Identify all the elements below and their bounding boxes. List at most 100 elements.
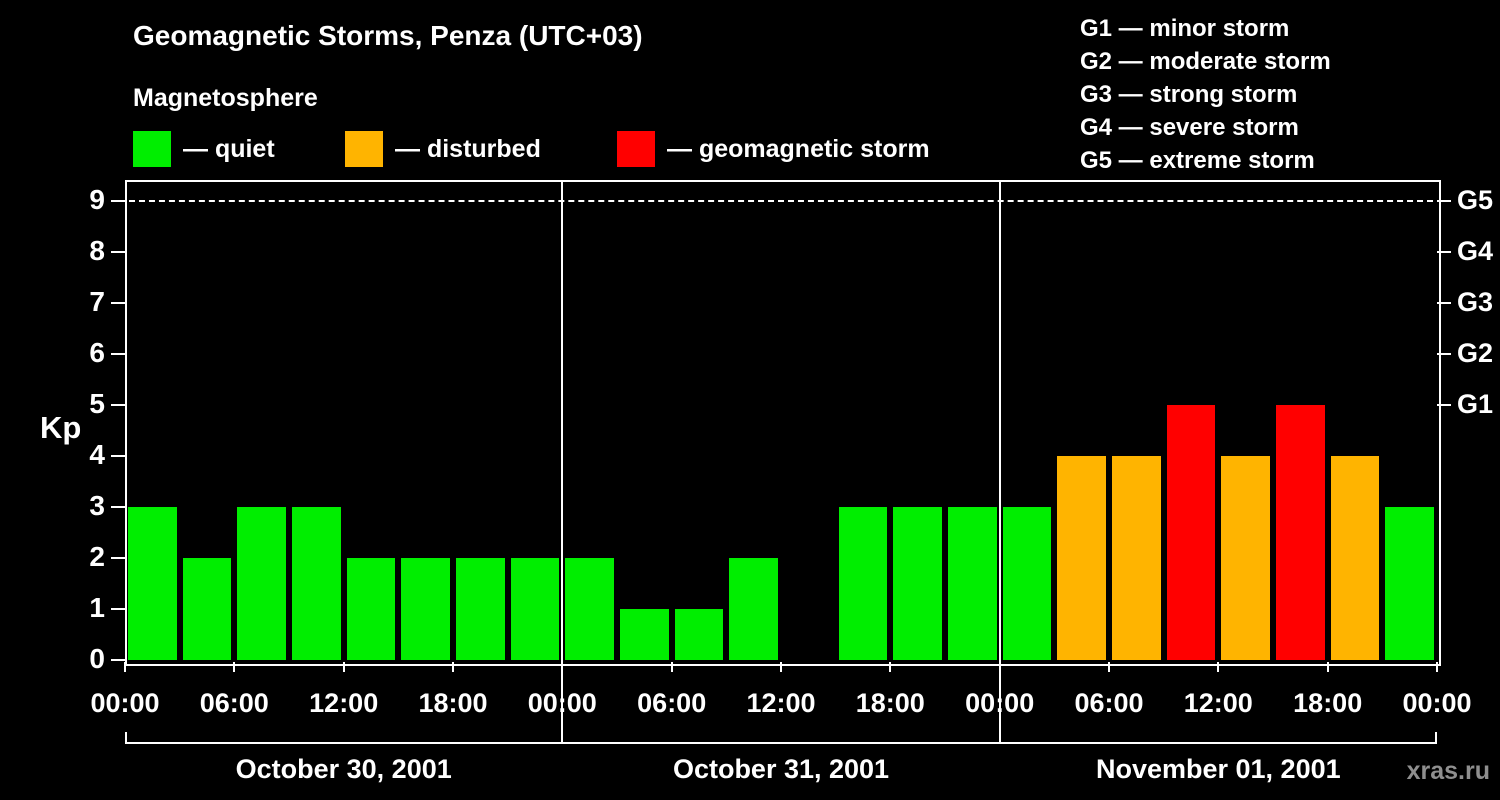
x-axis-label: 00:00 — [1402, 688, 1472, 718]
kp-bar — [237, 507, 286, 660]
chart-title: Geomagnetic Storms, Penza (UTC+03) — [133, 20, 643, 51]
y-axis-label: 3 — [89, 490, 105, 521]
y-axis-tick — [111, 557, 125, 559]
right-axis-tick — [1437, 302, 1451, 304]
watermark: xras.ru — [1406, 757, 1490, 785]
disturbed-swatch-icon — [345, 131, 383, 167]
y-axis-tick — [111, 404, 125, 406]
kp-bar — [838, 507, 888, 660]
x-axis-tick — [780, 662, 782, 672]
x-axis-tick — [1326, 662, 1329, 672]
kp-bar — [1002, 507, 1052, 660]
kp-bar — [456, 558, 505, 660]
kp-bar — [948, 507, 997, 660]
y-axis-label: 7 — [89, 286, 105, 317]
y-axis-tick — [111, 200, 125, 202]
storm-swatch-icon — [617, 131, 655, 167]
kp-bar — [401, 558, 450, 660]
kp-bar — [893, 507, 942, 660]
y-axis-tick — [111, 353, 125, 355]
storm-scale-g2: G2 — moderate storm — [1080, 48, 1331, 75]
x-axis-label: 12:00 — [746, 688, 816, 718]
legend-item-storm: — geomagnetic storm — [617, 130, 930, 168]
storm-scale-legend: G1 — minor storm G2 — moderate storm G3 … — [1080, 12, 1331, 177]
x-axis-label: 06:00 — [637, 688, 707, 718]
date-axis-end-tick — [1435, 732, 1437, 742]
x-axis-label: 18:00 — [1293, 688, 1363, 718]
kp-bar — [510, 558, 560, 660]
storm-scale-g5: G5 — extreme storm — [1080, 147, 1315, 174]
kp-bar — [1112, 456, 1161, 660]
date-axis-end-tick — [125, 732, 127, 742]
right-axis-tick — [1437, 251, 1451, 253]
g-axis-label: G1 — [1457, 389, 1494, 419]
x-axis-tick — [1436, 662, 1438, 672]
disturbed-label: — disturbed — [395, 134, 541, 163]
y-axis-label: 9 — [89, 184, 105, 215]
x-axis-label: 18:00 — [855, 688, 925, 718]
kp-bar — [565, 558, 614, 660]
g-axis-label: G3 — [1457, 287, 1494, 317]
date-label: November 01, 2001 — [1095, 754, 1341, 784]
kp-bar — [182, 558, 232, 660]
plot-frame — [125, 180, 1441, 666]
kp-bar — [674, 609, 724, 660]
kp-bar — [1057, 456, 1106, 660]
x-axis-tick — [124, 662, 126, 672]
storm-scale-g3: G3 — strong storm — [1080, 81, 1298, 108]
x-axis-label: 12:00 — [309, 688, 379, 718]
y-axis-label: 6 — [89, 337, 105, 368]
x-axis-tick — [1217, 662, 1220, 672]
date-axis-line — [125, 742, 1437, 744]
y-axis-label: 0 — [89, 643, 105, 674]
kp-bar — [1166, 405, 1216, 660]
y-axis-tick — [111, 455, 125, 457]
g-axis-label: G5 — [1457, 185, 1494, 215]
day-separator — [561, 180, 564, 742]
storm-scale-g4: G4 — severe storm — [1080, 114, 1299, 141]
y-axis-label: 2 — [89, 541, 105, 572]
storm-scale-g1: G1 — minor storm — [1080, 15, 1290, 42]
date-label: October 31, 2001 — [672, 754, 890, 784]
kp-bar — [729, 558, 778, 660]
y-axis-label: 4 — [89, 439, 105, 470]
x-axis-label: 00:00 — [90, 688, 160, 718]
quiet-swatch-icon — [133, 131, 171, 167]
y-axis-label: 5 — [89, 388, 105, 419]
right-axis-tick — [1437, 404, 1451, 406]
kp-bar — [1221, 456, 1270, 660]
right-axis-tick — [1437, 353, 1451, 355]
x-axis-tick — [452, 662, 454, 672]
kp-bar — [128, 507, 177, 660]
y-axis-tick — [111, 608, 125, 610]
x-axis-label: 06:00 — [1074, 688, 1144, 718]
kp-bar — [1276, 405, 1325, 660]
magnetosphere-label: Magnetosphere — [133, 84, 318, 112]
x-axis-tick — [233, 662, 236, 672]
kp-bar — [1330, 456, 1380, 660]
kp-bar — [1385, 507, 1434, 660]
kp-bar — [346, 558, 396, 660]
legend-item-quiet: — quiet — [133, 130, 275, 168]
x-axis-label: 18:00 — [418, 688, 488, 718]
g-axis-label: G2 — [1457, 338, 1494, 368]
quiet-label: — quiet — [183, 134, 275, 163]
day-separator — [998, 180, 1001, 742]
x-axis-tick — [1108, 662, 1110, 672]
right-axis-tick — [1437, 200, 1451, 202]
date-label: October 30, 2001 — [235, 754, 452, 784]
x-axis-tick — [342, 662, 345, 672]
y-axis-label: 1 — [89, 592, 105, 623]
kp-bar — [292, 507, 341, 660]
g-axis-label: G4 — [1457, 236, 1494, 266]
y-axis-tick — [111, 659, 125, 661]
kp-bar — [620, 609, 669, 660]
x-axis-tick — [670, 662, 673, 672]
y-axis-label: 8 — [89, 235, 105, 266]
y-axis-tick — [111, 302, 125, 304]
x-axis-tick — [889, 662, 892, 672]
x-axis-label: 06:00 — [199, 688, 269, 718]
dashed-gridline-kp9 — [129, 200, 1433, 202]
x-axis-label: 12:00 — [1183, 688, 1253, 718]
y-axis-title: Kp — [40, 410, 82, 445]
